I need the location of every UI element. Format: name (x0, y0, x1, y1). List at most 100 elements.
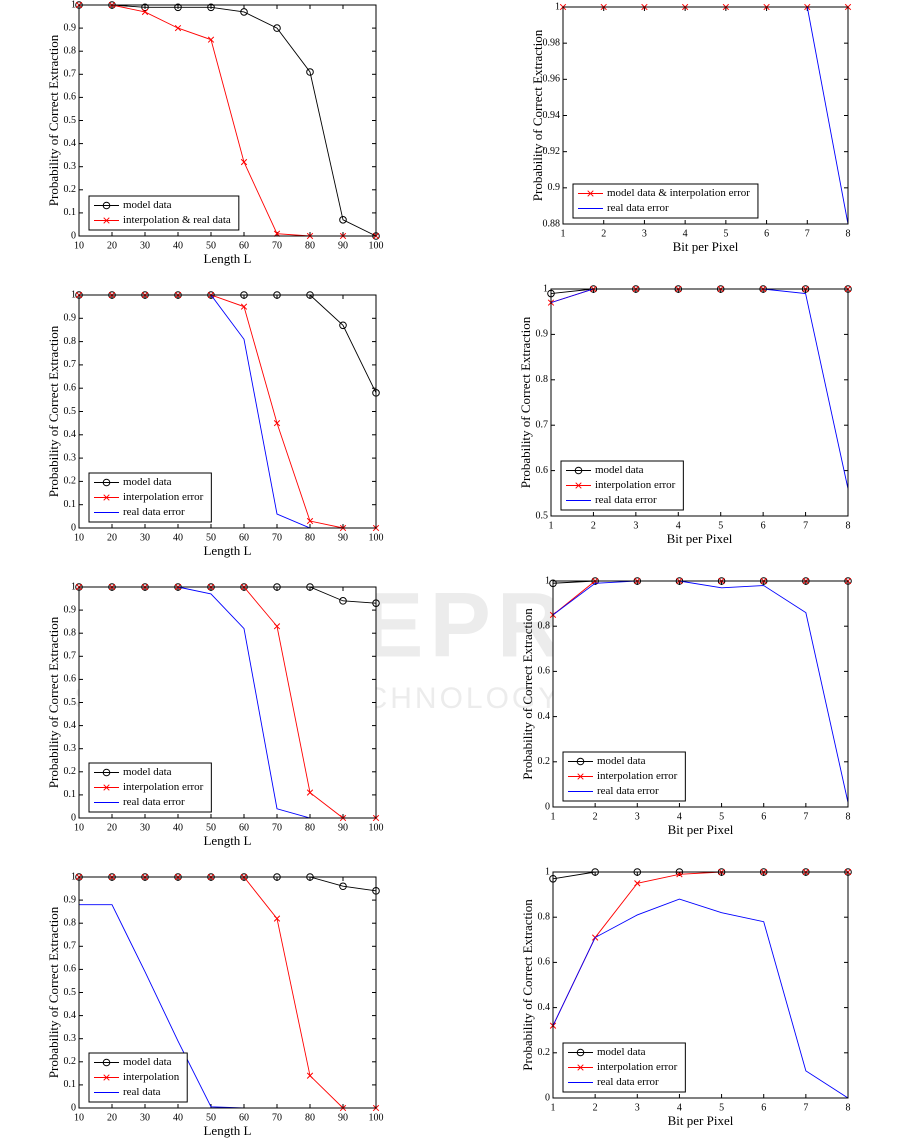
legend-label: real data error (607, 202, 669, 214)
y-tick-label: 0.9 (64, 22, 77, 33)
chart: 0.5 0.6 0.7 0.8 0.9 1 1 2 3 4 5 6 7 8 Bit per Pixel Pro… (518, 283, 852, 546)
legend-marker (103, 494, 110, 501)
x-tick-label: 3 (635, 811, 640, 822)
marker (174, 3, 182, 12)
x-tick-label: 1 (561, 228, 566, 239)
legend-marker (103, 217, 110, 224)
x-tick-label: 100 (369, 1112, 384, 1123)
x-tick-label: 10 (74, 1112, 84, 1123)
marker (306, 1072, 314, 1079)
marker (634, 880, 641, 887)
y-tick-label: 0.6 (536, 465, 549, 476)
y-tick-label: 0.5 (64, 406, 77, 417)
legend-label: real data error (595, 494, 657, 506)
marker (174, 24, 182, 32)
y-tick-label: 1 (71, 871, 76, 882)
x-tick-label: 6 (761, 811, 766, 822)
legend: model data interpolation error real data e… (88, 472, 212, 523)
y-axis-label: Probability of Correct Extraction (46, 906, 61, 1078)
marker (141, 3, 149, 12)
legend-label: interpolation error (597, 770, 678, 782)
x-tick-label: 80 (305, 1112, 315, 1123)
x-tick-label: 50 (206, 822, 216, 833)
x-tick-label: 7 (803, 520, 808, 531)
x-tick-label: 7 (805, 228, 810, 239)
legend: model data interpolation error real data e… (562, 1042, 686, 1093)
x-tick-label: 3 (642, 228, 647, 239)
x-tick-label: 30 (140, 1112, 150, 1123)
x-tick-label: 90 (338, 822, 348, 833)
x-tick-label: 5 (723, 228, 728, 239)
y-tick-label: 0.7 (64, 941, 77, 952)
x-tick-label: 50 (206, 532, 216, 543)
x-axis-label: Bit per Pixel (668, 1113, 734, 1128)
axes-box (552, 580, 849, 808)
x-tick-label: 4 (677, 811, 682, 822)
y-axis-label: Probability of Correct Extraction (530, 29, 545, 201)
x-axis-label: Length L (203, 251, 251, 266)
x-tick-label: 40 (173, 240, 183, 251)
legend-label: interpolation error (123, 491, 204, 503)
legend-marker (576, 757, 585, 766)
x-tick-label: 2 (593, 811, 598, 822)
legend-label: model data (597, 755, 646, 767)
legend-marker (102, 478, 111, 487)
legend-label: model data (123, 766, 172, 778)
x-tick-label: 7 (803, 811, 808, 822)
x-tick-label: 10 (74, 822, 84, 833)
x-tick-label: 30 (140, 822, 150, 833)
y-tick-label: 0.7 (64, 651, 77, 662)
x-axis-label: Bit per Pixel (673, 239, 739, 254)
x-tick-label: 90 (338, 240, 348, 251)
legend-label: interpolation error (597, 1061, 678, 1073)
x-tick-label: 1 (551, 811, 556, 822)
y-tick-label: 0.4 (64, 138, 77, 149)
legend: model data interpolation error real data e… (562, 751, 686, 802)
legend-marker (576, 1048, 585, 1057)
y-tick-label: 0.8 (64, 917, 77, 928)
y-tick-label: 0.1 (64, 499, 77, 510)
y-axis-label: Probability of Correct Extraction (520, 608, 535, 780)
x-tick-label: 20 (107, 1112, 117, 1123)
marker (339, 321, 347, 330)
axes-box (562, 6, 849, 225)
legend-marker (587, 190, 594, 197)
y-tick-label: 0.3 (64, 452, 77, 463)
y-tick-label: 0.96 (543, 74, 561, 85)
x-tick-label: 100 (369, 532, 384, 543)
y-tick-label: 0.2 (538, 1047, 551, 1058)
x-tick-label: 80 (305, 822, 315, 833)
marker (207, 3, 215, 12)
y-axis-label: Probability of Correct Extraction (46, 34, 61, 206)
x-tick-label: 60 (239, 1112, 249, 1123)
y-tick-label: 0 (71, 522, 76, 533)
y-tick-label: 1 (555, 1, 560, 12)
x-tick-label: 90 (338, 1112, 348, 1123)
legend-marker (577, 773, 584, 780)
legend-label: interpolation & real data (123, 214, 231, 226)
y-tick-label: 0.88 (543, 218, 561, 229)
y-tick-label: 0.9 (64, 604, 77, 615)
y-tick-label: 0.8 (64, 627, 77, 638)
y-axis-label: Probability of Correct Extraction (46, 325, 61, 497)
y-tick-label: 0.3 (64, 161, 77, 172)
axes-box (550, 288, 849, 517)
chart: 0 0.2 0.4 0.6 0.8 1 1 2 3 4 5 6 7 8 Bit per Pixel Proba… (520, 866, 852, 1128)
legend-box (88, 195, 240, 231)
x-tick-label: 90 (338, 532, 348, 543)
y-tick-label: 0.2 (538, 756, 551, 767)
y-tick-label: 0.1 (64, 207, 77, 218)
chart: 0 0.1 0.2 0.3 0.4 0.5 0.6 0.7 0.8 0.9 1 10 20 30 40 50 6… (46, 581, 384, 848)
marker (306, 517, 314, 525)
y-tick-label: 0.92 (543, 146, 561, 157)
legend: model data interpolation & real data (88, 195, 240, 231)
y-tick-label: 0.7 (64, 69, 77, 80)
y-tick-label: 0 (545, 1092, 550, 1103)
legend-marker (102, 768, 111, 777)
y-tick-label: 0.5 (64, 987, 77, 998)
y-tick-label: 1 (545, 575, 550, 586)
x-tick-label: 100 (369, 240, 384, 251)
x-axis-label: Length L (203, 833, 251, 848)
x-tick-label: 100 (369, 822, 384, 833)
x-tick-label: 80 (305, 532, 315, 543)
